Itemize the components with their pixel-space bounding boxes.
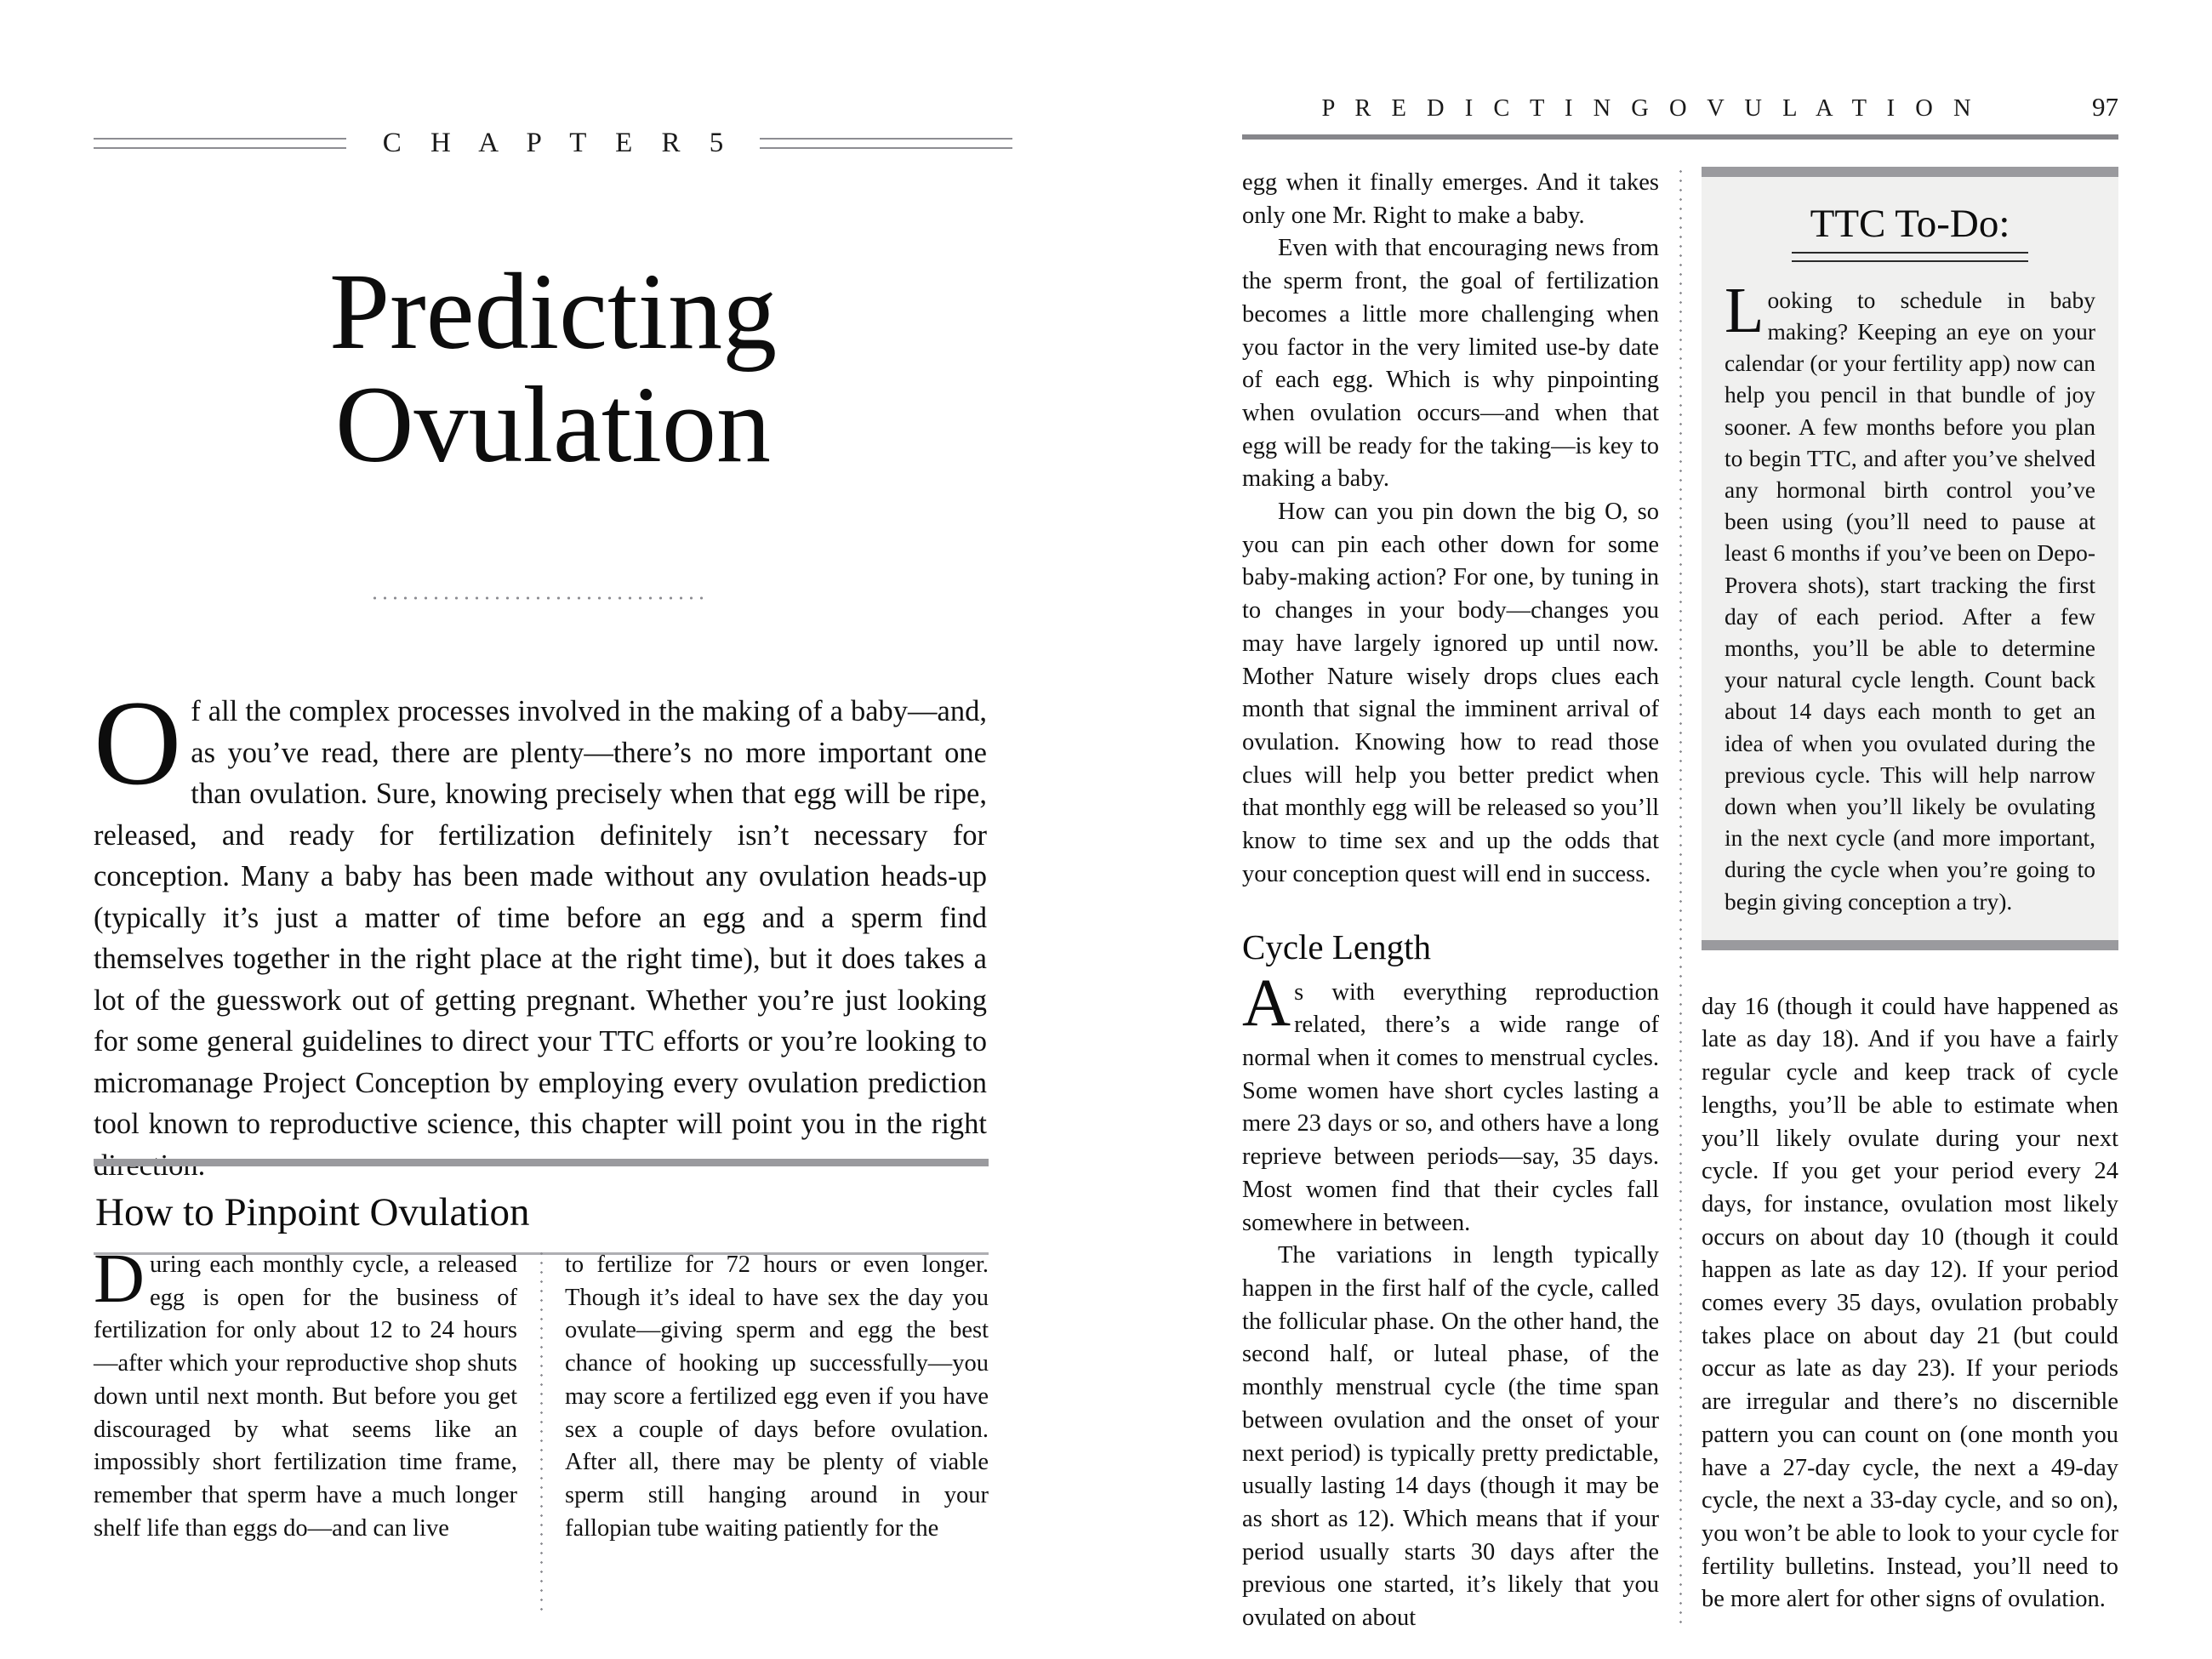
sidebar-drop-cap: L [1725, 274, 1764, 346]
section-title: How to Pinpoint Ovulation [95, 1190, 530, 1234]
chapter-label: C H A P T E R 5 [382, 127, 735, 158]
intro-drop-cap: O [94, 676, 182, 810]
page-number: 97 [2092, 92, 2118, 122]
chapter-rule-left [94, 137, 346, 149]
right-body-column-1: egg when it finally emerges. And it take… [1242, 167, 1659, 1631]
sidebar-body-text: ooking to schedule in baby making? Keepi… [1725, 286, 2095, 915]
cycle-length-heading: Cycle Length [1242, 927, 1432, 967]
vertical-dotted-divider [539, 1249, 543, 1615]
right-column-gutter [1659, 167, 1702, 1630]
right-col1-paragraph-1: egg when it finally emerges. And it take… [1242, 169, 1659, 229]
running-header: P R E D I C T I N G O V U L A T I O N 97 [1242, 92, 2118, 131]
chapter-title-line-1: Predicting [328, 251, 778, 372]
right-col1-paragraph-2: Even with that encouraging news from the… [1242, 235, 1659, 493]
left-body-column-2: to fertilize for 72 hours or even longer… [565, 1251, 989, 1542]
running-head-rule [1242, 134, 2118, 140]
vertical-dotted-divider-right [1679, 167, 1682, 1630]
cycle-drop-cap: A [1242, 966, 1291, 1040]
right-col2-continued-paragraph: day 16 (though it could have happened as… [1702, 993, 2118, 1613]
intro-paragraph-text: f all the complex processes involved in … [94, 695, 987, 1182]
cycle-length-paragraph-1-text: s with everything reproduction related, … [1242, 978, 1659, 1236]
dotted-ornament-divider [370, 596, 706, 601]
section-rule-above [94, 1159, 989, 1166]
chapter-rule-right [760, 137, 1013, 149]
left-body-column-1-text: uring each monthly cycle, a released egg… [94, 1251, 517, 1542]
cycle-length-paragraph-2: The variations in length typically happe… [1242, 1242, 1659, 1632]
sidebar-title: TTC To-Do: [1810, 202, 2010, 246]
chapter-header: C H A P T E R 5 [94, 117, 1013, 168]
right-two-column-body: egg when it finally emerges. And it take… [1242, 167, 2118, 1631]
chapter-title: Predicting Ovulation [94, 254, 1012, 486]
column-gutter [517, 1249, 565, 1615]
right-col1-paragraph-3: How can you pin down the big O, so you c… [1242, 499, 1659, 887]
chapter-title-line-2: Ovulation [335, 364, 771, 486]
sidebar-title-double-rule [1792, 251, 2028, 262]
running-head-title: P R E D I C T I N G O V U L A T I O N [1321, 95, 1979, 122]
section-header-block: How to Pinpoint Ovulation [94, 1159, 989, 1256]
right-page: P R E D I C T I N G O V U L A T I O N 97… [1106, 0, 2212, 1659]
sidebar-top-bar [1702, 167, 2118, 177]
column-drop-cap: D [94, 1239, 145, 1317]
sidebar-bottom-bar [1702, 939, 2118, 950]
